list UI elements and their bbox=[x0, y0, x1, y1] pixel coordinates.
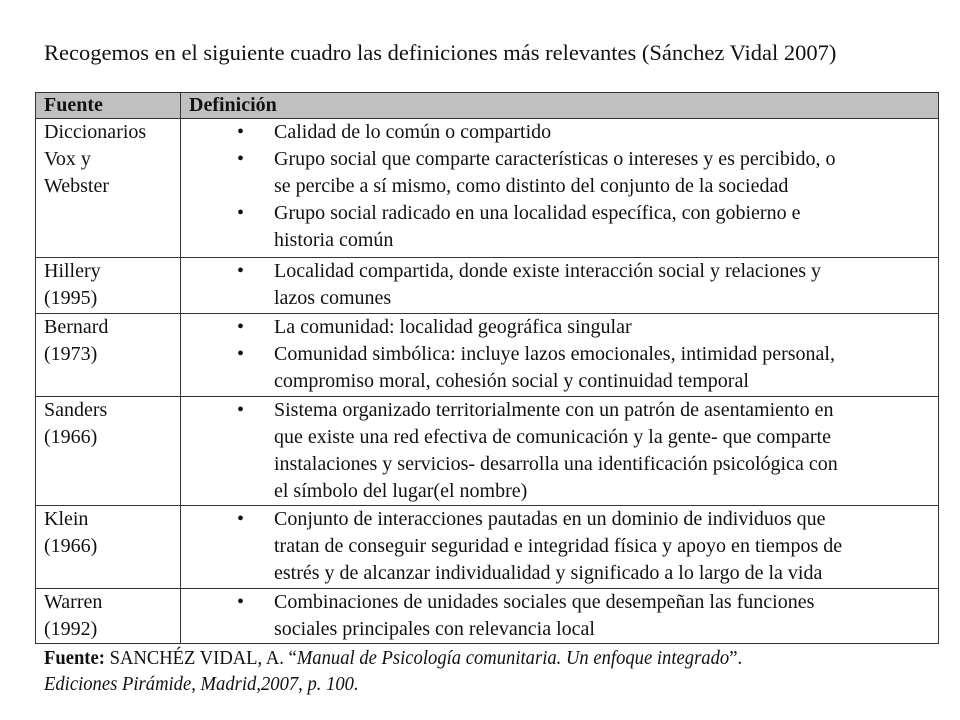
definition-line: compromiso moral, cohesión social y cont… bbox=[274, 370, 749, 392]
definition-line: lazos comunes bbox=[274, 287, 392, 309]
definition-line: historia común bbox=[274, 229, 394, 251]
citation-book: Manual de Psicología comunitaria. Un enf… bbox=[296, 647, 730, 669]
definitions-table: Fuente Definición Diccionarios Vox y Webst… bbox=[35, 92, 939, 644]
table-row: Sanders (1966) • Sistema organizado territo… bbox=[35, 396, 939, 506]
source-cell: Diccionarios Vox y Webster bbox=[35, 118, 181, 258]
bullet-icon: • bbox=[237, 399, 245, 421]
definition-item: • Grupo social radicado en una localidad … bbox=[189, 200, 938, 254]
bullet-icon: • bbox=[237, 121, 245, 143]
source-line: (1973) bbox=[44, 343, 98, 365]
definition-item: • La comunidad: localidad geográfica sing… bbox=[189, 314, 938, 341]
definition-item: • Comunidad simbólica: incluye lazos emoc… bbox=[189, 341, 938, 395]
source-line: Bernard bbox=[44, 316, 109, 338]
definition-item: • Sistema organizado territorialmente con… bbox=[189, 397, 938, 505]
definition-item: • Combinaciones de unidades sociales que … bbox=[189, 589, 938, 643]
definition-item: • Conjunto de interacciones pautadas en u… bbox=[189, 506, 938, 587]
source-line: (1995) bbox=[44, 287, 98, 309]
table-row: Klein (1966) • Conjunto de interacciones pa… bbox=[35, 505, 939, 589]
definition-item: • Localidad compartida, donde existe inte… bbox=[189, 258, 938, 312]
definition-cell: • Sistema organizado territorialmente con… bbox=[180, 396, 939, 506]
bullet-icon: • bbox=[237, 316, 245, 338]
source-line: (1992) bbox=[44, 618, 98, 640]
page-title: Recogemos en el siguiente cuadro las def… bbox=[44, 40, 837, 65]
bullet-icon: • bbox=[237, 148, 245, 170]
source-line: (1966) bbox=[44, 535, 98, 557]
source-line: Webster bbox=[44, 175, 110, 197]
definition-line: Comunidad simbólica: incluye lazos emoci… bbox=[274, 343, 835, 365]
definition-cell: • Combinaciones de unidades sociales que … bbox=[180, 588, 939, 644]
source-line: (1966) bbox=[44, 426, 98, 448]
definition-line: Calidad de lo común o compartido bbox=[274, 121, 552, 143]
source-cell: Hillery (1995) bbox=[35, 257, 181, 314]
definition-line: instalaciones y servicios- desarrolla un… bbox=[274, 453, 838, 475]
table-row: Warren (1992) • Combinaciones de unidades s… bbox=[35, 588, 939, 644]
definition-line: La comunidad: localidad geográfica singu… bbox=[274, 316, 632, 338]
definition-item: • Grupo social que comparte característic… bbox=[189, 146, 938, 200]
source-cell: Klein (1966) bbox=[35, 505, 181, 589]
definition-line: Combinaciones de unidades sociales que d… bbox=[274, 591, 815, 613]
definition-line: estrés y de alcanzar individualidad y si… bbox=[274, 562, 823, 584]
definition-cell: • La comunidad: localidad geográfica sing… bbox=[180, 313, 939, 397]
definition-cell: • Calidad de lo común o compartido • Grupo … bbox=[180, 118, 939, 258]
bullet-icon: • bbox=[237, 591, 245, 613]
definition-line: Grupo social radicado en una localidad e… bbox=[274, 202, 801, 224]
bullet-icon: • bbox=[237, 343, 245, 365]
citation-author: SANCHÉZ VIDAL, A. “ bbox=[104, 647, 297, 669]
source-cell: Sanders (1966) bbox=[35, 396, 181, 506]
source-cell: Bernard (1973) bbox=[35, 313, 181, 397]
source-line: Klein bbox=[44, 508, 89, 530]
source-citation: Fuente: SANCHÉZ VIDAL, A. “Manual de Psi… bbox=[44, 645, 742, 697]
citation-close: ”. bbox=[729, 647, 743, 669]
citation-publisher: Ediciones Pirámide, Madrid,2007, p. 100. bbox=[44, 673, 359, 695]
table-row: Bernard (1973) • La comunidad: localidad ge… bbox=[35, 313, 939, 397]
bullet-icon: • bbox=[237, 260, 245, 282]
definition-line: sociales principales con relevancia loca… bbox=[274, 618, 595, 640]
definition-cell: • Localidad compartida, donde existe inte… bbox=[180, 257, 939, 314]
definition-line: se percibe a sí mismo, como distinto del… bbox=[274, 175, 789, 197]
bullet-icon: • bbox=[237, 508, 245, 530]
citation-label: Fuente: bbox=[44, 647, 105, 669]
definition-line: que existe una red efectiva de comunicac… bbox=[274, 426, 831, 448]
header-definicion: Definición bbox=[180, 92, 939, 119]
source-line: Vox y bbox=[44, 148, 91, 170]
bullet-icon: • bbox=[237, 202, 245, 224]
header-fuente: Fuente bbox=[35, 92, 181, 119]
source-line: Hillery bbox=[44, 260, 101, 282]
source-cell: Warren (1992) bbox=[35, 588, 181, 644]
definition-line: Sistema organizado territorialmente con … bbox=[274, 399, 834, 421]
definition-line: tratan de conseguir seguridad e integrid… bbox=[274, 535, 843, 557]
definition-line: Grupo social que comparte característica… bbox=[274, 148, 836, 170]
source-line: Warren bbox=[44, 591, 103, 613]
table-row: Diccionarios Vox y Webster • Calidad de lo c… bbox=[35, 118, 939, 258]
table-row: Hillery (1995) • Localidad compartida, dond… bbox=[35, 257, 939, 314]
definition-line: Localidad compartida, donde existe inter… bbox=[274, 260, 822, 282]
definition-line: el símbolo del lugar(el nombre) bbox=[274, 480, 528, 502]
definition-line: Conjunto de interacciones pautadas en un… bbox=[274, 508, 826, 530]
definition-cell: • Conjunto de interacciones pautadas en u… bbox=[180, 505, 939, 589]
definition-item: • Calidad de lo común o compartido bbox=[189, 119, 938, 146]
source-line: Sanders bbox=[44, 399, 108, 421]
table-header-row: Fuente Definición bbox=[35, 92, 939, 119]
source-line: Diccionarios bbox=[44, 121, 147, 143]
